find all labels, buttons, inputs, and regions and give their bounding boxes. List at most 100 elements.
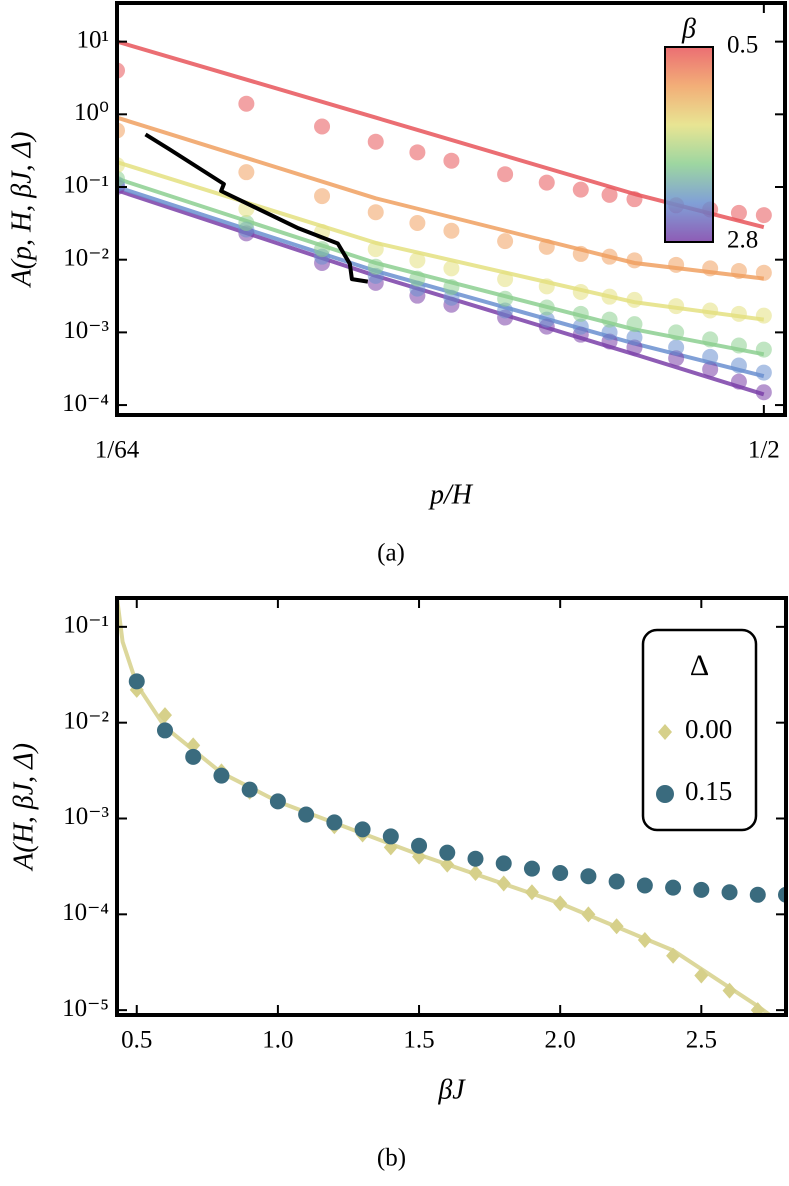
y-tick-label: 10⁻² <box>63 244 109 271</box>
y-tick-label: 10⁻⁵ <box>62 995 109 1022</box>
marker <box>609 918 624 935</box>
caption: (a) <box>377 540 405 567</box>
marker <box>238 214 255 231</box>
marker <box>409 252 426 269</box>
plot-area <box>117 598 786 1015</box>
marker <box>439 844 456 861</box>
marker <box>241 781 258 798</box>
marker <box>637 931 652 948</box>
marker <box>702 260 719 277</box>
marker <box>626 291 643 308</box>
marker <box>668 298 685 315</box>
x-tick-label: 2.5 <box>686 1027 717 1054</box>
marker <box>411 837 428 854</box>
marker <box>128 673 145 690</box>
marker <box>298 806 315 823</box>
marker <box>572 283 589 300</box>
marker <box>409 144 426 161</box>
marker <box>497 290 514 307</box>
x-tick-label: 2.0 <box>545 1027 576 1054</box>
marker <box>354 821 371 838</box>
legend-label: 0.00 <box>685 714 732 744</box>
marker <box>668 256 685 273</box>
marker <box>749 886 766 903</box>
x-tick-label: 1.5 <box>403 1027 434 1054</box>
marker <box>572 245 589 262</box>
marker <box>608 873 625 890</box>
y-tick-label: 10⁻⁴ <box>62 390 109 417</box>
marker <box>443 279 460 296</box>
y-tick-label: 10⁰ <box>74 99 109 126</box>
colorbar-label: β <box>681 13 696 44</box>
colorbar <box>664 46 714 243</box>
marker <box>185 748 202 765</box>
marker <box>755 364 772 381</box>
marker <box>702 348 719 365</box>
marker <box>497 233 514 250</box>
y-axis-label: A(H, βJ, Δ) <box>8 743 39 872</box>
marker <box>730 357 747 374</box>
marker <box>755 307 772 324</box>
marker <box>730 373 747 390</box>
marker <box>326 814 343 831</box>
fit-line <box>117 115 765 281</box>
marker <box>730 262 747 279</box>
marker <box>496 875 511 892</box>
y-tick-label: 10¹ <box>77 26 110 53</box>
marker <box>755 384 772 401</box>
y-tick-label: 10⁻² <box>63 707 109 734</box>
marker <box>730 337 747 354</box>
marker <box>238 95 255 112</box>
marker <box>497 271 514 288</box>
marker <box>269 793 286 810</box>
marker <box>601 248 618 265</box>
marker <box>213 767 230 784</box>
marker <box>601 324 618 341</box>
caption: (b) <box>377 1145 406 1172</box>
marker <box>626 316 643 333</box>
legend-marker <box>656 785 674 803</box>
marker <box>186 737 201 754</box>
marker <box>538 238 555 255</box>
marker <box>636 877 653 894</box>
marker <box>409 270 426 287</box>
marker <box>367 133 384 150</box>
marker <box>580 868 597 885</box>
marker <box>626 191 643 208</box>
x-tick-label: 1/2 <box>748 437 780 464</box>
marker <box>497 166 514 183</box>
marker <box>495 855 512 872</box>
marker <box>497 302 514 319</box>
marker <box>694 967 709 984</box>
marker <box>702 361 719 378</box>
marker <box>523 860 540 877</box>
marker <box>314 118 331 135</box>
x-axis-label: βJ <box>437 1074 466 1105</box>
marker <box>730 204 747 221</box>
y-axis-label: A(p, H, βJ, Δ) <box>6 132 37 289</box>
marker <box>468 864 483 881</box>
legend-box <box>641 628 758 832</box>
marker <box>538 299 555 316</box>
legend-marker <box>658 724 672 740</box>
marker <box>755 264 772 281</box>
marker <box>666 947 681 964</box>
marker <box>750 1002 765 1015</box>
marker <box>467 850 484 867</box>
marker <box>367 258 384 275</box>
marker <box>382 828 399 845</box>
marker <box>552 864 569 881</box>
marker <box>538 278 555 295</box>
marker <box>553 895 568 912</box>
marker <box>572 181 589 198</box>
y-tick-label: 10⁻¹ <box>63 172 109 199</box>
marker <box>238 164 255 181</box>
marker <box>367 241 384 258</box>
y-tick-label: 10⁻³ <box>63 803 109 830</box>
axes-frame <box>115 596 788 1017</box>
x-tick-label: 1.0 <box>262 1027 293 1054</box>
marker <box>722 982 737 999</box>
marker <box>572 318 589 335</box>
marker <box>524 884 539 901</box>
